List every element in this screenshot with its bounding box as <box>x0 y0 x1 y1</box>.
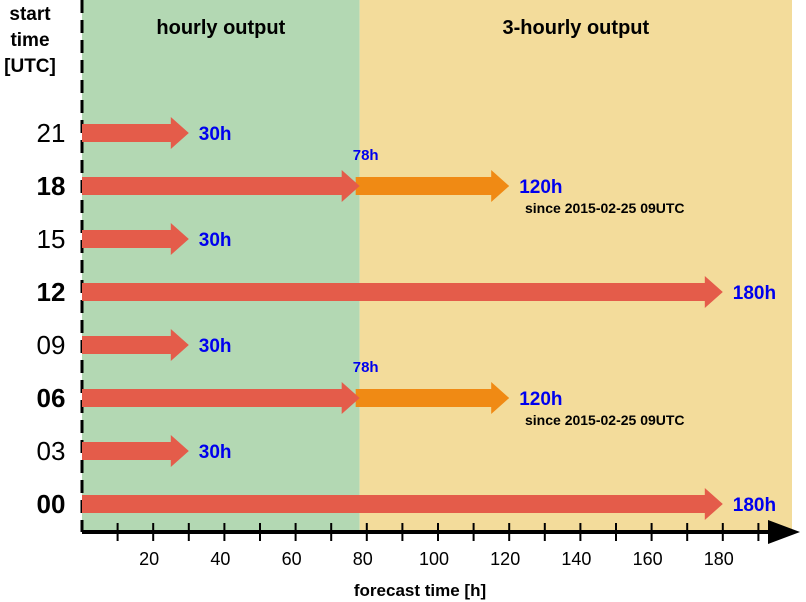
forecast-length-label: 30h <box>199 124 232 145</box>
start-time-label: 15 <box>37 224 66 254</box>
three-hourly-arrow <box>355 170 510 202</box>
axis-tick-labels: 20 40 60 80 100 120 140 160 180 <box>139 549 734 569</box>
axis-tick-label: 60 <box>282 549 302 569</box>
forecast-length-label: 180h <box>733 495 776 516</box>
run-note: since 2015-02-25 09UTC <box>525 200 685 216</box>
start-time-title-line-3: [UTC] <box>4 56 56 77</box>
axis-tick-label: 80 <box>353 549 373 569</box>
three-hourly-output-region <box>359 0 792 532</box>
forecast-time-axis: 20 40 60 80 100 120 140 160 180 <box>82 520 800 569</box>
axis-tick-label: 40 <box>210 549 230 569</box>
hourly-arrow <box>82 488 723 520</box>
forecast-run: 12 180h <box>37 276 776 308</box>
hourly-output-label: hourly output <box>156 17 285 39</box>
axis-arrowhead-icon <box>768 520 800 544</box>
hourly-arrow <box>82 117 189 149</box>
forecast-run: 06 78h 120h since 2015-02-25 09UTC <box>37 359 685 428</box>
axis-tick-label: 140 <box>561 549 591 569</box>
axis-tick-label: 120 <box>490 549 520 569</box>
start-time-label: 09 <box>37 330 66 360</box>
forecast-length-label: 30h <box>199 336 232 357</box>
hourly-arrow <box>82 223 189 255</box>
axis-ticks <box>116 523 760 541</box>
forecast-run: 18 78h 120h since 2015-02-25 09UTC <box>37 147 685 216</box>
forecast-run: 03 30h <box>37 435 232 467</box>
hourly-arrow <box>82 170 360 202</box>
forecast-length-label: 120h <box>519 389 562 410</box>
axis-tick-label: 180 <box>704 549 734 569</box>
forecast-runs: 21 30h 18 78h 120h since 2015-02-25 09UTC 15 30… <box>37 117 776 520</box>
forecast-run: 21 30h <box>37 117 232 149</box>
start-time-label: 12 <box>37 277 66 307</box>
switch-point-label: 78h <box>353 359 379 376</box>
hourly-arrow <box>82 435 189 467</box>
switch-point-label: 78h <box>353 147 379 164</box>
forecast-run: 09 30h <box>37 329 232 361</box>
axis-tick-label: 20 <box>139 549 159 569</box>
hourly-arrow <box>82 329 189 361</box>
forecast-run: 15 30h <box>37 223 232 255</box>
three-hourly-output-label: 3-hourly output <box>503 17 650 39</box>
axis-tick-label: 100 <box>419 549 449 569</box>
forecast-length-label: 180h <box>733 283 776 304</box>
three-hourly-arrow <box>355 382 510 414</box>
hourly-arrow <box>82 276 723 308</box>
forecast-time-axis-title: forecast time [h] <box>354 581 486 600</box>
forecast-length-label: 30h <box>199 442 232 463</box>
start-time-label: 21 <box>37 118 66 148</box>
start-time-title-line-1: start <box>9 4 51 25</box>
forecast-run: 00 180h <box>37 488 776 520</box>
start-time-label: 18 <box>37 171 66 201</box>
hourly-arrow <box>82 382 360 414</box>
start-time-label: 03 <box>37 436 66 466</box>
run-note: since 2015-02-25 09UTC <box>525 412 685 428</box>
start-time-title-line-2: time <box>10 30 49 51</box>
start-time-label: 00 <box>37 489 66 519</box>
axis-tick-label: 160 <box>633 549 663 569</box>
forecast-length-label: 120h <box>519 177 562 198</box>
forecast-length-label: 30h <box>199 230 232 251</box>
start-time-label: 06 <box>37 383 66 413</box>
